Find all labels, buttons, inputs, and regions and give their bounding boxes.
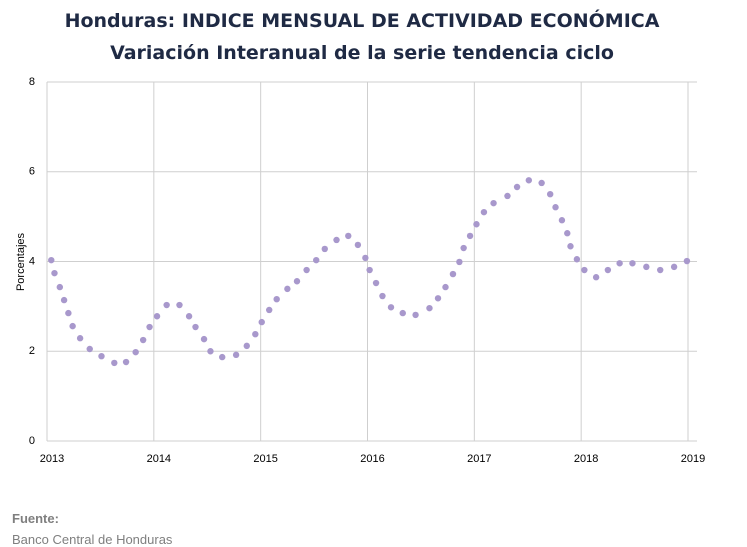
point [60,296,68,304]
point [232,351,240,359]
point [146,323,153,331]
point [243,342,250,350]
point [153,313,161,320]
source-label: Fuente: [12,511,59,526]
point [670,263,678,271]
point [51,269,58,277]
point [111,359,118,367]
point [460,244,467,252]
point [200,335,208,343]
point [333,236,340,244]
point [399,309,406,317]
point [552,204,559,211]
point [480,208,488,216]
point [139,336,147,344]
chart-subtitle: Variación Interanual de la serie tendenc… [110,42,614,64]
y-tick-label: 2 [29,345,35,357]
point [273,295,280,303]
point [266,306,273,314]
point [313,256,320,264]
point [426,304,433,312]
y-axis-label: Porcentajes [15,232,27,291]
point [321,245,328,253]
point [345,232,352,240]
point [490,199,497,207]
point [176,301,183,309]
point [513,183,521,191]
point [525,177,533,184]
point [372,279,380,287]
point [434,295,442,302]
point [592,274,600,281]
y-tick-label: 0 [29,435,35,447]
point [98,352,105,360]
point [219,353,226,361]
point [65,309,72,317]
x-tick-label: 2017 [467,453,491,465]
chart-title: Honduras: INDICE MENSUAL DE ACTIVIDAD EC… [65,8,660,32]
point [132,348,139,356]
point [76,335,84,342]
point [48,256,55,264]
point [504,192,511,200]
point [293,278,301,285]
point [442,283,449,291]
point [558,217,566,224]
point [657,266,664,274]
x-tick-label: 2019 [681,453,705,465]
point [683,257,691,265]
point [354,241,362,249]
source: Banco Central de Honduras [12,532,173,547]
point [466,232,474,240]
point [604,266,612,274]
point [303,266,310,274]
point [122,358,130,366]
point [573,256,581,263]
point [643,263,650,271]
y-tick-label: 8 [29,76,35,88]
point [616,260,623,267]
point [581,266,588,274]
point [56,283,64,291]
point [192,323,199,331]
point [449,270,457,278]
point [69,322,76,330]
point [412,311,419,319]
point [456,258,463,266]
point [387,304,395,311]
y-tick-label: 6 [29,166,35,178]
point [473,221,480,228]
point [185,313,193,320]
point [546,190,554,198]
point [163,301,170,309]
point [258,318,265,326]
x-tick-label: 2013 [40,453,64,465]
point [366,266,373,274]
point [86,345,93,353]
point [567,243,574,250]
x-tick-label: 2014 [147,453,171,465]
x-tick-label: 2016 [360,453,384,465]
point [564,230,571,237]
x-tick-label: 2018 [574,453,598,465]
point [379,292,386,300]
y-tick-label: 4 [29,255,35,267]
point [362,254,369,262]
point [252,330,259,338]
point [629,260,636,267]
point [207,348,214,355]
point [538,179,545,187]
point [284,285,291,293]
x-tick-label: 2015 [253,453,277,465]
